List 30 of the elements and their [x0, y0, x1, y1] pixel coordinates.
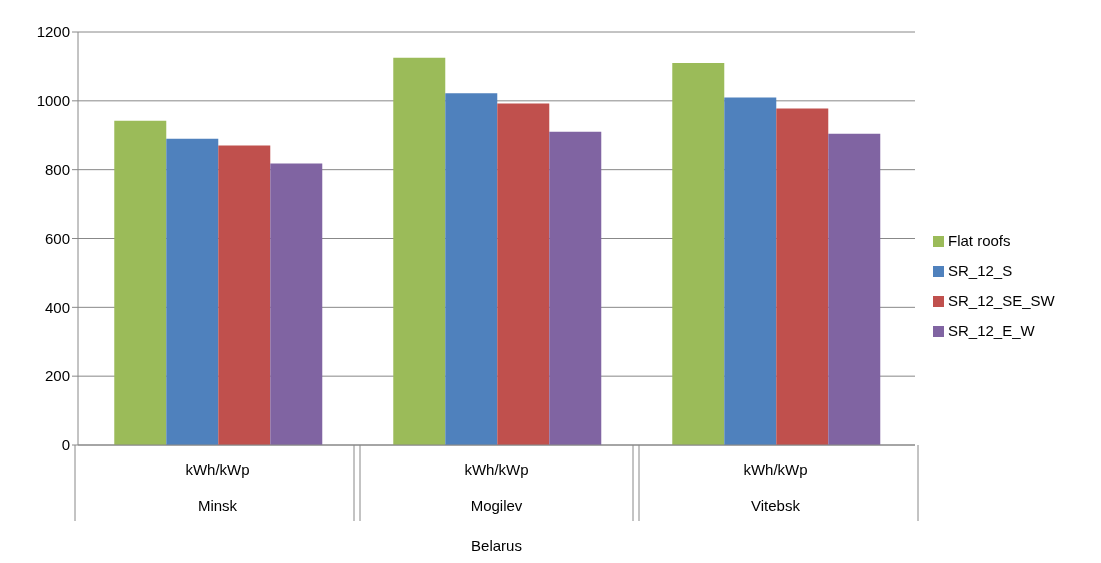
- y-tick-label: 0: [61, 436, 70, 454]
- x-tick-label: Mogilev: [470, 497, 523, 514]
- bar: [828, 133, 881, 445]
- bar: [776, 108, 829, 445]
- bar: [393, 57, 446, 445]
- x-axis-title: Belarus: [471, 537, 522, 554]
- y-tick-label: 600: [44, 229, 70, 247]
- y-tick-label: 400: [44, 298, 70, 316]
- legend-label: SR_12_SE_SW: [948, 291, 1055, 309]
- bar: [672, 62, 725, 445]
- bar: [497, 103, 550, 445]
- bar: [549, 131, 602, 445]
- y-tick-label: 200: [44, 367, 70, 385]
- legend-label: SR_12_S: [948, 261, 1013, 279]
- text: kWh/kWp: [743, 461, 808, 478]
- x-tick-label: Minsk: [197, 497, 238, 514]
- text: kWh/kWp: [185, 461, 250, 478]
- bar: [270, 163, 323, 445]
- y-tick-label: 1200: [36, 23, 70, 41]
- legend-label: SR_12_E_W: [948, 321, 1035, 339]
- y-tick-label: 1000: [36, 92, 70, 110]
- bar: [166, 138, 219, 445]
- bar: [724, 97, 777, 445]
- bar: [445, 93, 498, 445]
- y-tick-label: 800: [44, 160, 70, 178]
- bar: [218, 145, 271, 445]
- x-tick-label: Vitebsk: [751, 497, 801, 514]
- legend-label: Flat roofs: [948, 231, 1011, 249]
- bar: [114, 120, 167, 445]
- text: kWh/kWp: [464, 461, 529, 478]
